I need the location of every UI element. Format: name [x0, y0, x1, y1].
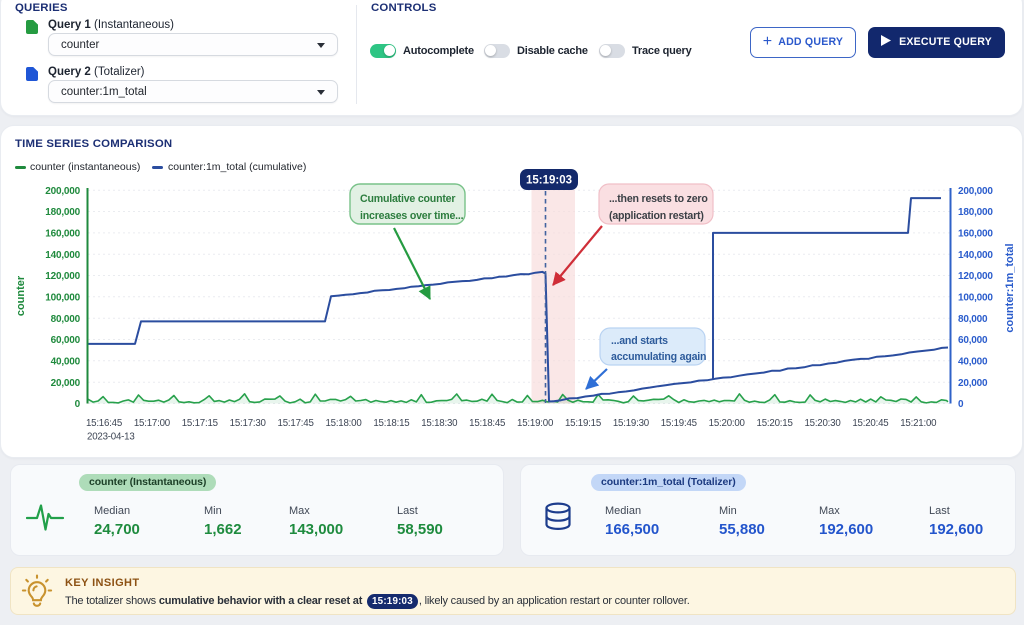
svg-text:180,000: 180,000: [45, 207, 80, 218]
svg-text:15:17:00: 15:17:00: [134, 418, 171, 429]
svg-text:increases over time...: increases over time...: [360, 210, 464, 222]
svg-text:40,000: 40,000: [51, 356, 81, 367]
svg-text:60,000: 60,000: [51, 335, 81, 346]
svg-text:15:20:45: 15:20:45: [852, 418, 888, 429]
svg-text:counter:1m_total: counter:1m_total: [1004, 243, 1016, 332]
svg-text:60,000: 60,000: [958, 335, 988, 346]
svg-text:0: 0: [75, 399, 81, 410]
svg-text:15:20:30: 15:20:30: [804, 418, 841, 429]
svg-text:15:17:15: 15:17:15: [182, 418, 218, 429]
svg-text:15:19:15: 15:19:15: [565, 418, 601, 429]
svg-text:0: 0: [958, 399, 964, 410]
svg-text:15:19:00: 15:19:00: [517, 418, 554, 429]
svg-text:15:18:00: 15:18:00: [325, 418, 362, 429]
svg-text:15:17:45: 15:17:45: [278, 418, 314, 429]
svg-text:200,000: 200,000: [958, 186, 993, 197]
svg-text:15:16:45: 15:16:45: [86, 418, 122, 429]
svg-text:180,000: 180,000: [958, 207, 993, 218]
svg-text:20,000: 20,000: [51, 378, 81, 389]
svg-text:2023-04-13: 2023-04-13: [87, 432, 135, 443]
svg-text:15:19:30: 15:19:30: [613, 418, 650, 429]
svg-text:80,000: 80,000: [51, 314, 81, 325]
svg-text:15:20:00: 15:20:00: [709, 418, 746, 429]
svg-text:15:18:45: 15:18:45: [469, 418, 505, 429]
svg-text:15:18:30: 15:18:30: [421, 418, 458, 429]
svg-text:120,000: 120,000: [958, 271, 993, 282]
svg-text:Cumulative counter: Cumulative counter: [360, 193, 455, 205]
svg-text:...and starts: ...and starts: [611, 335, 668, 347]
svg-text:20,000: 20,000: [958, 378, 988, 389]
svg-text:100,000: 100,000: [958, 292, 993, 303]
svg-text:120,000: 120,000: [45, 271, 80, 282]
svg-text:...then resets to zero: ...then resets to zero: [609, 193, 708, 205]
svg-text:100,000: 100,000: [45, 292, 80, 303]
svg-text:40,000: 40,000: [958, 356, 988, 367]
svg-text:(application restart): (application restart): [609, 210, 704, 222]
svg-text:15:19:45: 15:19:45: [661, 418, 697, 429]
svg-text:15:18:15: 15:18:15: [373, 418, 409, 429]
svg-text:15:20:15: 15:20:15: [757, 418, 793, 429]
svg-text:15:19:03: 15:19:03: [526, 175, 572, 187]
svg-text:15:17:30: 15:17:30: [230, 418, 267, 429]
svg-text:counter: counter: [15, 275, 27, 316]
svg-text:140,000: 140,000: [45, 250, 80, 261]
svg-text:160,000: 160,000: [45, 229, 80, 240]
svg-text:80,000: 80,000: [958, 314, 988, 325]
svg-text:accumulating again: accumulating again: [611, 351, 706, 363]
svg-text:200,000: 200,000: [45, 186, 80, 197]
svg-text:15:21:00: 15:21:00: [900, 418, 937, 429]
svg-text:140,000: 140,000: [958, 250, 993, 261]
svg-text:160,000: 160,000: [958, 229, 993, 240]
